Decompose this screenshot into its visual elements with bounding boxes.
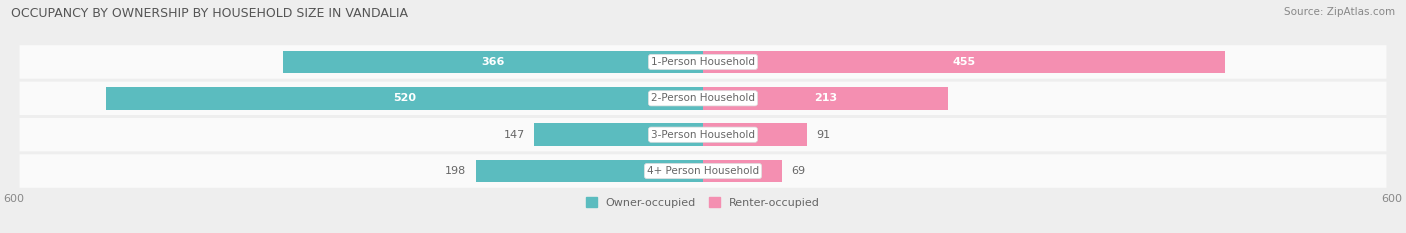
Text: 4+ Person Household: 4+ Person Household [647,166,759,176]
Bar [703,123,807,146]
Text: 3-Person Household: 3-Person Household [651,130,755,140]
Text: OCCUPANCY BY OWNERSHIP BY HOUSEHOLD SIZE IN VANDALIA: OCCUPANCY BY OWNERSHIP BY HOUSEHOLD SIZE… [11,7,408,20]
Text: 147: 147 [503,130,524,140]
Text: 2-Person Household: 2-Person Household [651,93,755,103]
Text: Source: ZipAtlas.com: Source: ZipAtlas.com [1284,7,1395,17]
Text: 198: 198 [446,166,467,176]
FancyBboxPatch shape [20,118,1386,151]
Bar [703,87,948,110]
Legend: Owner-occupied, Renter-occupied: Owner-occupied, Renter-occupied [586,197,820,208]
Text: 69: 69 [792,166,806,176]
Bar [703,51,1226,73]
Text: 366: 366 [481,57,505,67]
Text: 91: 91 [817,130,831,140]
FancyBboxPatch shape [20,154,1386,188]
Text: 455: 455 [953,57,976,67]
Bar [703,160,782,182]
Bar [283,51,703,73]
FancyBboxPatch shape [20,82,1386,115]
FancyBboxPatch shape [20,45,1386,79]
Text: 213: 213 [814,93,837,103]
Bar [534,123,703,146]
Bar [475,160,703,182]
Text: 520: 520 [392,93,416,103]
Bar [105,87,703,110]
Text: 1-Person Household: 1-Person Household [651,57,755,67]
